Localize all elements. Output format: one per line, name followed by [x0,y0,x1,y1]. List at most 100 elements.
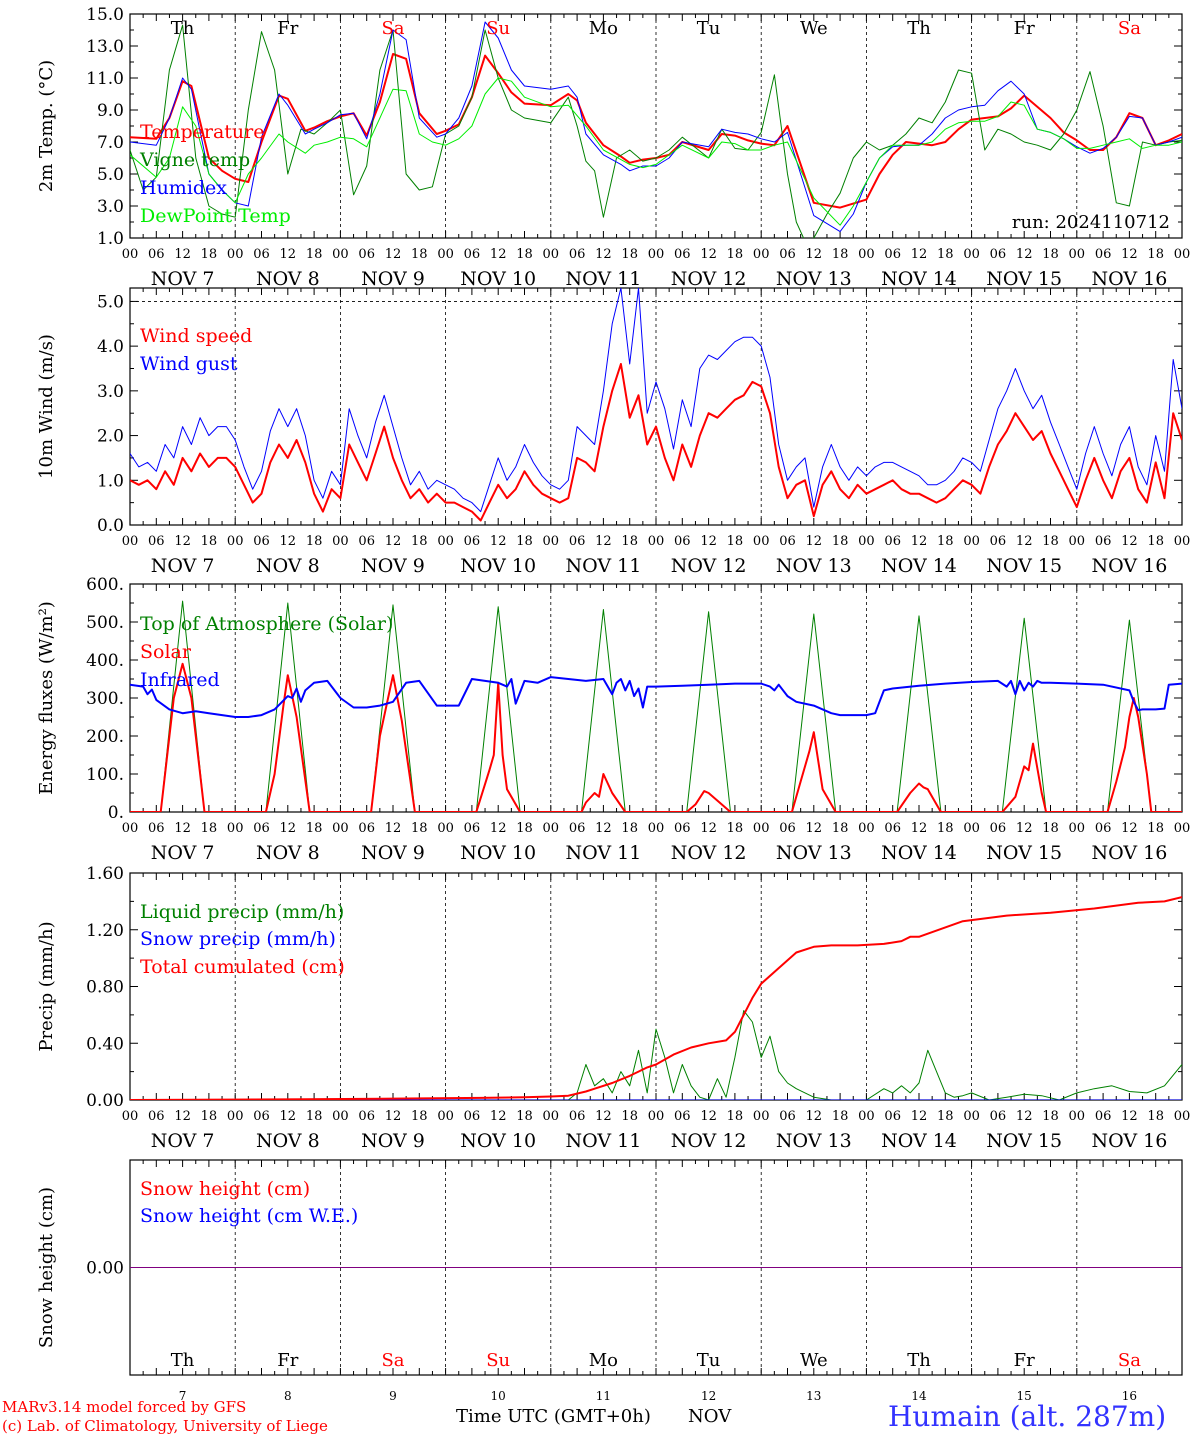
date-label: NOV 10 [460,555,536,577]
weekday-label: Fr [277,18,298,39]
hour-tick-label: 18 [201,821,218,836]
panel-2: 0.0 1.0 2.0 3.0 4.0 5.0 10m Wind (m/s) Wind spe… [36,287,1191,577]
hour-tick-label: 06 [674,247,691,262]
date-label: NOV 10 [460,842,536,864]
series-group [130,600,1182,812]
hour-tick-label: 18 [306,534,323,549]
hour-tick-label: 06 [464,247,481,262]
hour-tick-label: 12 [490,247,507,262]
hour-tick-label: 18 [1147,534,1164,549]
hour-tick-label: 06 [990,534,1007,549]
y-tick-label: 1.0 [97,471,124,491]
hour-tick-label: 00 [227,534,244,549]
hour-tick-label: 06 [779,1109,796,1124]
hour-tick-label: 18 [411,1109,428,1124]
y-axis-label: Precip (mm/h) [36,921,57,1051]
date-label: NOV 15 [986,842,1062,864]
hour-tick-label: 00 [1174,534,1191,549]
series-line-dewpoint-temp [130,77,1182,226]
hour-tick-label: 00 [122,247,139,262]
hour-tick-label: 00 [753,821,770,836]
y-tick-label: 4.0 [97,337,124,357]
hour-tick-label: 12 [595,1109,612,1124]
legend-entry: Solar [140,641,192,663]
hour-tick-label: 18 [201,1109,218,1124]
hour-tick-label: 12 [806,247,823,262]
day-number-label: 8 [284,1389,292,1403]
hour-tick-label: 00 [227,821,244,836]
hour-tick-label: 06 [779,534,796,549]
date-label: NOV 16 [1091,842,1167,864]
date-label: NOV 9 [361,1130,425,1152]
hour-tick-label: 18 [832,534,849,549]
hour-tick-label: 00 [543,1109,560,1124]
y-tick-label: 15.0 [86,5,124,25]
date-label: NOV 11 [565,268,641,290]
hour-tick-label: 06 [358,1109,375,1124]
hour-tick-label: 12 [280,821,297,836]
hour-tick-label: 06 [884,1109,901,1124]
hour-tick-label: 06 [148,821,165,836]
hour-tick-label: 12 [280,534,297,549]
hour-tick-label: 18 [621,821,638,836]
series-line-temperature [130,53,1182,209]
hour-tick-label: 00 [648,821,665,836]
hour-tick-label: 18 [306,247,323,262]
date-label: NOV 8 [256,842,320,864]
legend-entry: Snow precip (mm/h) [140,928,336,950]
series-line-solar [130,662,1182,812]
hour-tick-label: 18 [1147,1109,1164,1124]
weekday-label: Th [171,1350,195,1371]
panel-1: 1.0 3.0 5.0 7.0 9.0 11.0 13.0 15.0 2m Temp. (°C)… [36,5,1190,290]
weekday-label: Fr [277,1350,298,1371]
hour-tick-label: 18 [621,247,638,262]
hour-tick-label: 18 [201,247,218,262]
hour-tick-label: 18 [832,1109,849,1124]
model-credit: MARv3.14 model forced by GFS (c) Lab. of… [2,1398,328,1436]
hour-tick-label: 12 [385,534,402,549]
weekday-label: Sa [1118,1350,1141,1371]
hour-tick-label: 18 [832,821,849,836]
hour-tick-label: 00 [437,1109,454,1124]
y-tick-label: 2.0 [97,427,124,447]
hour-tick-label: 06 [253,821,270,836]
weekday-label: We [800,18,828,39]
hour-tick-label: 12 [700,1109,717,1124]
series-line-wind-speed [130,363,1182,522]
hour-tick-label: 18 [727,821,744,836]
hour-tick-label: 12 [174,821,191,836]
hour-tick-label: 12 [595,821,612,836]
hour-tick-label: 00 [963,247,980,262]
hour-tick-label: 00 [1069,534,1086,549]
day-number-label: 14 [911,1389,927,1403]
series-group [130,21,1182,238]
hour-tick-label: 18 [516,821,533,836]
hour-tick-label: 12 [700,534,717,549]
hour-tick-label: 06 [569,534,586,549]
hour-tick-label: 06 [464,1109,481,1124]
day-number-label: 15 [1017,1389,1032,1403]
hour-tick-label: 12 [911,1109,928,1124]
hour-tick-label: 00 [753,534,770,549]
hour-tick-label: 00 [1069,1109,1086,1124]
hour-tick-label: 00 [227,1109,244,1124]
hour-tick-label: 06 [253,1109,270,1124]
y-tick-label: 0.40 [86,1034,124,1054]
hour-tick-label: 06 [990,821,1007,836]
legend-entry: Snow height (cm W.E.) [140,1205,358,1227]
hour-tick-label: 00 [1069,247,1086,262]
hour-tick-label: 12 [385,1109,402,1124]
y-tick-label: 3.0 [97,197,124,217]
hour-tick-label: 12 [1016,534,1033,549]
day-number-label: 16 [1122,1389,1137,1403]
hour-tick-label: 00 [543,821,560,836]
hour-tick-label: 00 [122,534,139,549]
hour-tick-label: 00 [122,821,139,836]
panel-4: 0.00 0.40 0.80 1.20 1.60 Precip (mm/h) Liquid … [36,864,1190,1152]
legend-entry: Wind speed [140,325,252,347]
hour-tick-label: 12 [385,247,402,262]
date-label: NOV 15 [986,555,1062,577]
weekday-label: Th [907,1350,931,1371]
hour-tick-label: 00 [122,1109,139,1124]
